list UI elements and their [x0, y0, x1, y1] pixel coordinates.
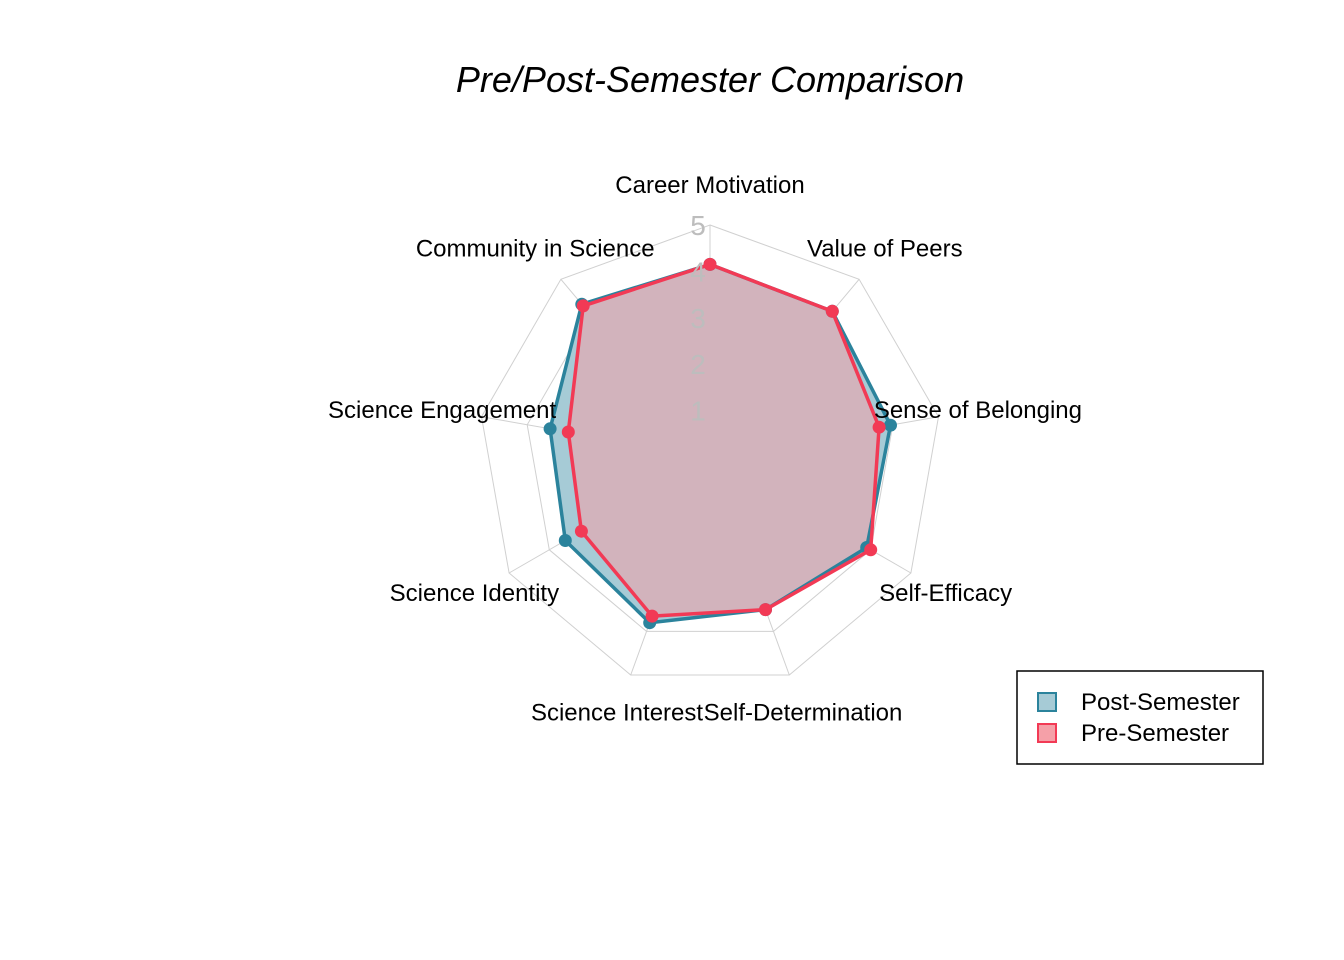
- data-point: [872, 420, 886, 434]
- legend-swatch: [1037, 723, 1057, 743]
- axis-label: Value of Peers: [807, 236, 963, 263]
- legend-box: [1016, 670, 1264, 765]
- axis-label: Career Motivation: [615, 172, 804, 199]
- axis-label: Science Identity: [390, 580, 559, 607]
- legend-label: Pre-Semester: [1081, 720, 1229, 747]
- legend: Post-Semester Pre-Semester: [1016, 670, 1264, 765]
- tick-label: 4: [690, 256, 706, 287]
- data-point: [703, 257, 717, 271]
- axis-label: Sense of Belonging: [874, 397, 1082, 424]
- data-point: [645, 609, 659, 623]
- radar-series: [543, 257, 897, 630]
- axis-label: Science Engagement: [328, 397, 556, 424]
- tick-label: 3: [690, 303, 706, 334]
- axis-label: Self-Determination: [704, 700, 903, 727]
- legend-label: Post-Semester: [1081, 689, 1240, 716]
- data-point: [825, 304, 839, 318]
- data-point: [576, 299, 590, 313]
- series-line: [548, 262, 893, 625]
- data-point: [558, 534, 572, 547]
- axis-label: Community in Science: [416, 236, 655, 263]
- series-line: [566, 262, 881, 618]
- data-point: [561, 425, 575, 439]
- data-point: [864, 543, 878, 557]
- axis-label: Science Interest: [531, 700, 703, 727]
- series-area: [568, 264, 880, 617]
- radar-tick-labels: 1 2 3 4 5: [690, 210, 706, 427]
- data-point: [884, 418, 897, 432]
- grid-ring: [480, 224, 940, 676]
- data-point: [543, 422, 557, 436]
- tick-label: 5: [690, 210, 706, 241]
- tick-label: 1: [690, 396, 706, 427]
- data-point: [574, 524, 588, 538]
- axis-label: Self-Efficacy: [879, 580, 1012, 607]
- tick-label: 2: [690, 349, 706, 380]
- chart-title: Pre/Post-Semester Comparison: [456, 59, 964, 100]
- data-point: [759, 603, 772, 617]
- radar-axis-labels: Career Motivation Value of Peers Sense of …: [328, 172, 1082, 727]
- legend-swatch: [1037, 692, 1057, 712]
